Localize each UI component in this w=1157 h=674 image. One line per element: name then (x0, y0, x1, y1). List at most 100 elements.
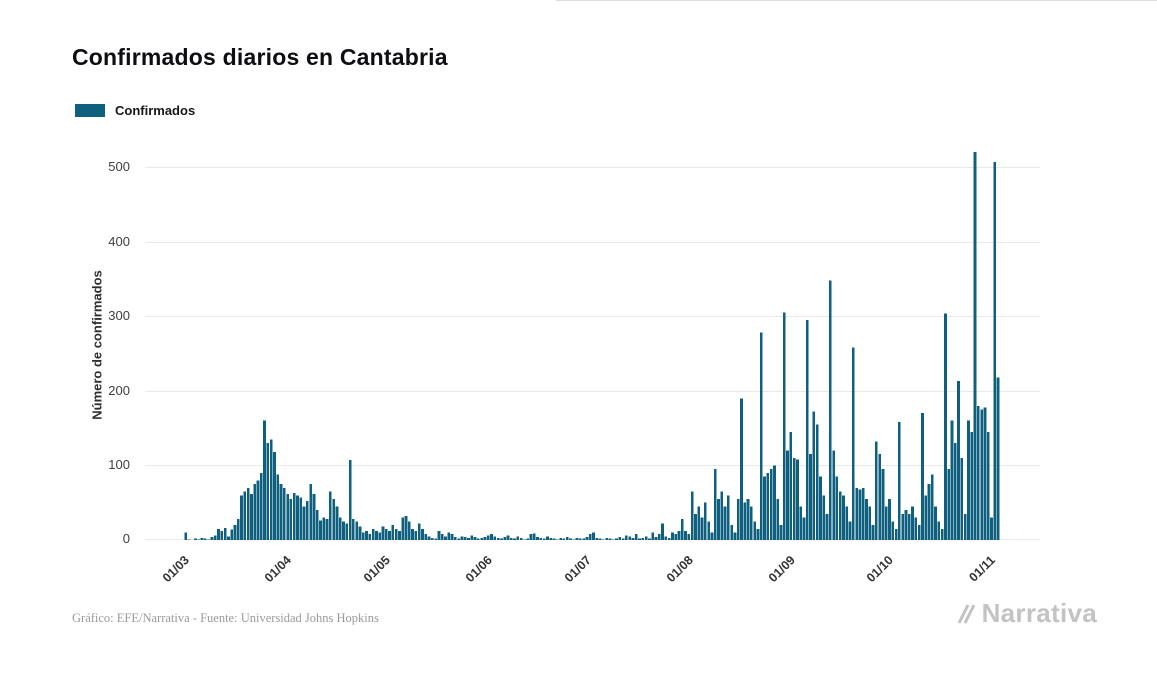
bar (503, 537, 507, 540)
bar (407, 521, 411, 540)
bar (855, 487, 858, 540)
bar (223, 528, 227, 540)
x-tick-label: 01/08 (663, 553, 696, 586)
bar (786, 450, 789, 540)
bar (240, 495, 243, 540)
x-tick-label: 01/05 (360, 553, 393, 586)
gridline (145, 316, 1040, 318)
bar (338, 517, 342, 540)
narrativa-logo: Narrativa (955, 598, 1097, 629)
bar (769, 469, 773, 540)
bar (861, 487, 865, 540)
bar (332, 498, 335, 540)
bar (917, 525, 921, 540)
bar (776, 498, 780, 540)
y-tick-label: 300 (108, 308, 130, 324)
bar (404, 516, 408, 540)
bar (444, 536, 447, 540)
bar (615, 538, 618, 540)
bar (884, 506, 888, 540)
bar (654, 537, 658, 540)
bar (335, 506, 339, 540)
bar (342, 521, 345, 540)
bar (628, 536, 632, 540)
bar (467, 537, 470, 540)
bar (282, 487, 286, 540)
bar (934, 506, 937, 540)
bar (490, 534, 493, 540)
bar (950, 420, 954, 540)
bar (273, 452, 276, 540)
bar (361, 532, 365, 540)
bar (447, 532, 451, 540)
bar (707, 521, 710, 540)
bar (430, 537, 434, 540)
source-credit: Gráfico: EFE/Narrativa - Fuente: Univers… (72, 611, 379, 625)
bar (924, 495, 928, 540)
bar (486, 535, 490, 540)
bar (473, 537, 477, 540)
bar (276, 474, 280, 540)
bar (233, 525, 237, 540)
bar (595, 537, 599, 540)
bar (266, 443, 270, 540)
bar (871, 525, 875, 540)
gridline (145, 390, 1040, 392)
bar (434, 538, 437, 540)
bar (204, 538, 207, 540)
bar (835, 476, 839, 540)
bar (578, 538, 582, 540)
bar (401, 517, 405, 540)
bar (355, 521, 359, 540)
y-tick-label: 0 (122, 531, 130, 546)
bar (904, 510, 908, 540)
bar (523, 539, 526, 540)
bar (305, 501, 309, 540)
bar (845, 506, 849, 540)
bar (858, 489, 862, 540)
bar (940, 528, 944, 540)
bar (437, 531, 441, 540)
bar (269, 439, 273, 540)
bar (973, 152, 977, 540)
bar (555, 539, 559, 540)
bar (809, 454, 812, 540)
bar (569, 538, 572, 540)
bar (996, 377, 1000, 540)
bar (825, 513, 829, 540)
bar (911, 506, 914, 540)
bar (368, 534, 372, 540)
bar (851, 347, 855, 540)
bar (427, 536, 431, 540)
bar (450, 534, 454, 540)
bar (562, 538, 566, 540)
bar (365, 531, 368, 540)
bar (477, 538, 480, 540)
bar (250, 493, 253, 540)
bar (414, 531, 418, 540)
bar (865, 498, 868, 540)
y-tick-label: 100 (108, 457, 130, 473)
bar (621, 538, 625, 540)
bar (315, 510, 319, 540)
bar (898, 422, 901, 540)
bar (819, 476, 822, 540)
bar (236, 519, 240, 540)
y-axis: 0 100 200 300 400 500 (0, 150, 130, 546)
bar (559, 537, 562, 540)
bar (207, 539, 211, 540)
bar (963, 513, 967, 540)
bar (187, 539, 191, 540)
bar (519, 537, 523, 540)
bar (493, 536, 497, 540)
bar (832, 450, 835, 540)
bar (713, 469, 717, 540)
bar (457, 538, 460, 540)
bar (312, 493, 316, 540)
bar (743, 502, 747, 540)
bar (684, 531, 687, 540)
bar (927, 484, 931, 540)
bar (608, 538, 612, 540)
bar (592, 532, 595, 540)
bar (888, 498, 891, 540)
